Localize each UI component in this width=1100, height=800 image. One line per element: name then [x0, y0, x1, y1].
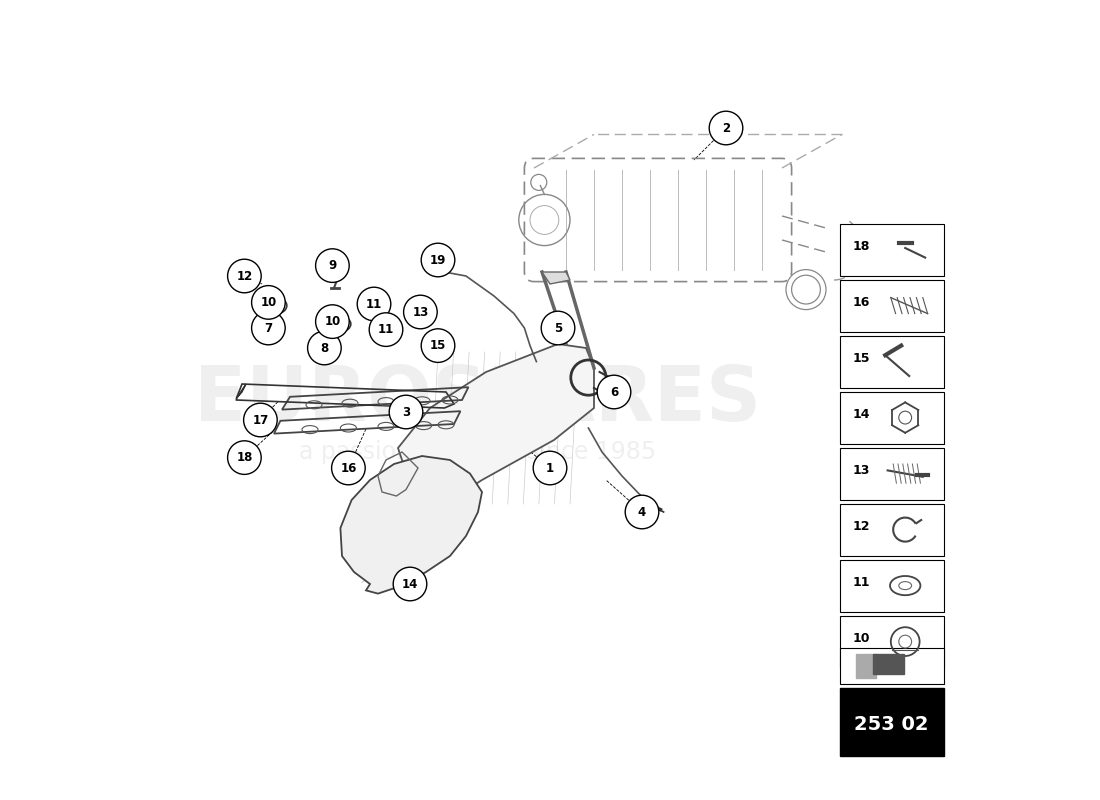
Text: 10: 10 — [852, 632, 870, 645]
Bar — [839, 392, 944, 443]
Text: 14: 14 — [852, 408, 870, 421]
Circle shape — [243, 403, 277, 437]
Polygon shape — [856, 654, 876, 678]
Circle shape — [316, 249, 349, 282]
Bar — [839, 648, 944, 684]
Polygon shape — [340, 456, 482, 594]
Text: 16: 16 — [852, 296, 870, 309]
Circle shape — [370, 313, 403, 346]
Text: 13: 13 — [412, 306, 429, 318]
Circle shape — [421, 243, 454, 277]
Circle shape — [393, 567, 427, 601]
Circle shape — [308, 331, 341, 365]
Circle shape — [252, 311, 285, 345]
Bar — [839, 688, 944, 756]
Text: 253 02: 253 02 — [855, 714, 928, 734]
Text: 4: 4 — [638, 506, 646, 518]
Text: 11: 11 — [852, 576, 870, 589]
Circle shape — [228, 259, 261, 293]
Polygon shape — [236, 384, 246, 398]
Text: 6: 6 — [609, 386, 618, 398]
Circle shape — [228, 441, 261, 474]
Text: 9: 9 — [328, 259, 337, 272]
Circle shape — [541, 311, 575, 345]
Circle shape — [534, 451, 566, 485]
Text: 17: 17 — [252, 414, 268, 426]
Circle shape — [625, 495, 659, 529]
Polygon shape — [398, 344, 594, 516]
Bar — [839, 336, 944, 387]
Text: 15: 15 — [430, 339, 447, 352]
Circle shape — [331, 451, 365, 485]
Text: 15: 15 — [852, 352, 870, 365]
Circle shape — [710, 111, 742, 145]
Text: 13: 13 — [852, 464, 870, 477]
Bar — [839, 279, 944, 331]
Bar — [839, 448, 944, 499]
Circle shape — [252, 286, 285, 319]
Circle shape — [316, 305, 349, 338]
Bar — [839, 560, 944, 611]
Circle shape — [358, 287, 390, 321]
Text: 10: 10 — [324, 315, 341, 328]
Text: 12: 12 — [236, 270, 253, 282]
Text: 7: 7 — [264, 322, 273, 334]
Text: 16: 16 — [340, 462, 356, 474]
Text: 18: 18 — [236, 451, 253, 464]
Text: 1: 1 — [546, 462, 554, 474]
Text: EUROSPARES: EUROSPARES — [195, 363, 761, 437]
Polygon shape — [873, 654, 903, 674]
Polygon shape — [542, 272, 570, 284]
Circle shape — [421, 329, 454, 362]
Text: 8: 8 — [320, 342, 329, 354]
Text: 11: 11 — [378, 323, 394, 336]
Text: 2: 2 — [722, 122, 730, 134]
Circle shape — [597, 375, 630, 409]
Text: 14: 14 — [402, 578, 418, 590]
Circle shape — [404, 295, 437, 329]
Text: 12: 12 — [852, 520, 870, 533]
Circle shape — [389, 395, 422, 429]
Bar — [839, 223, 944, 275]
Text: 5: 5 — [554, 322, 562, 334]
Text: 11: 11 — [366, 298, 382, 310]
Text: 18: 18 — [852, 240, 870, 253]
Bar — [839, 616, 944, 667]
Text: 10: 10 — [261, 296, 276, 309]
Bar — [839, 504, 944, 555]
Text: 19: 19 — [430, 254, 447, 266]
Text: 3: 3 — [402, 406, 410, 418]
Text: a passion for parts since 1985: a passion for parts since 1985 — [299, 440, 657, 464]
